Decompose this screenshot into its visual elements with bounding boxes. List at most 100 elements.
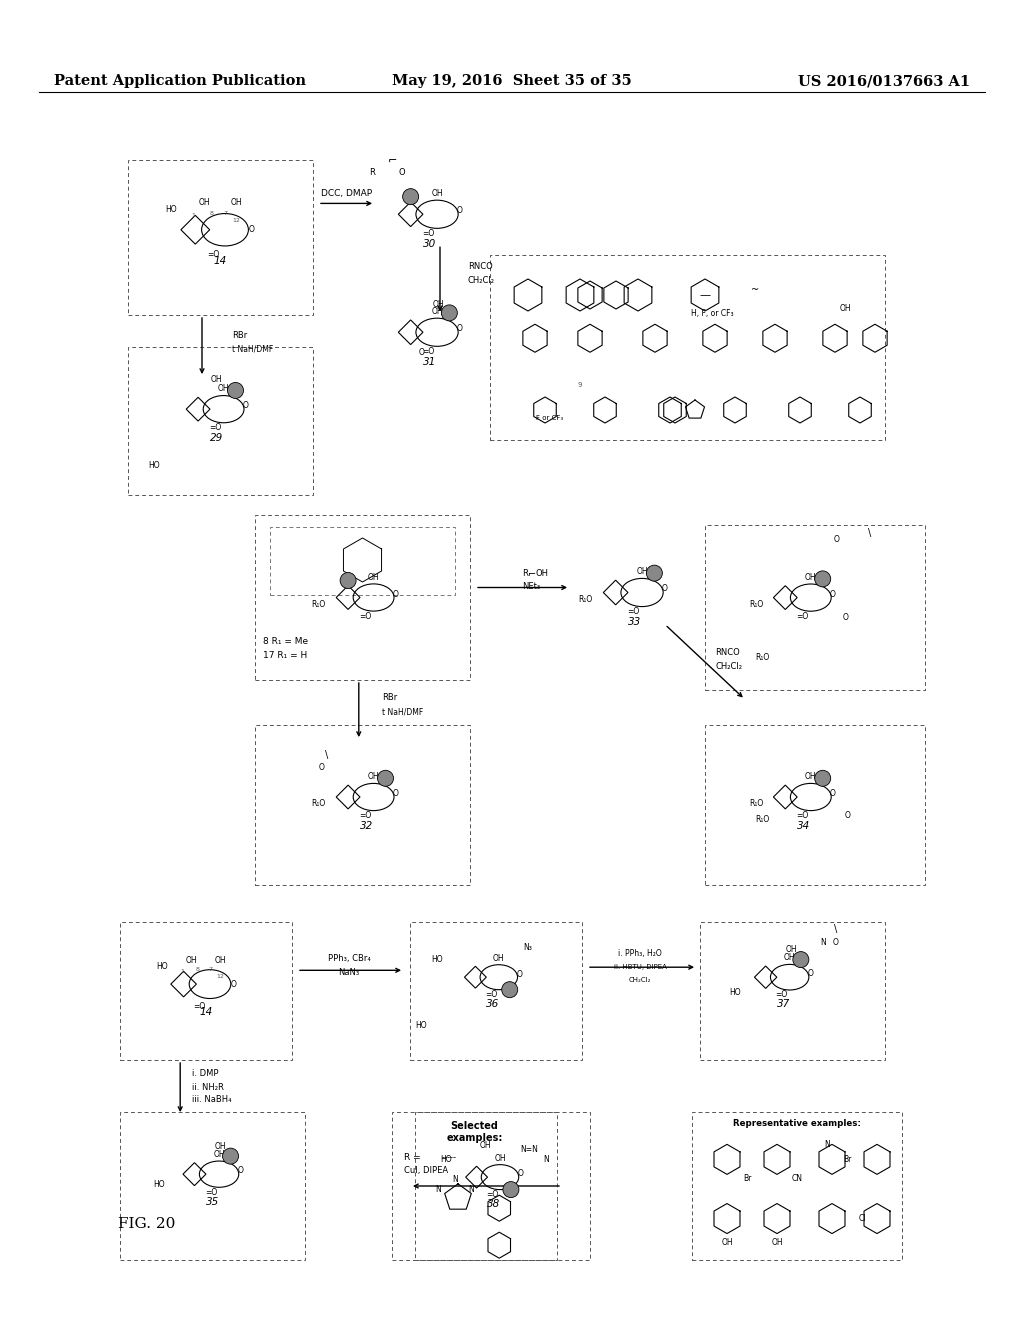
Bar — [120, 1111, 305, 1261]
Text: O: O — [318, 763, 325, 771]
Text: R: R — [227, 1151, 233, 1160]
Bar — [410, 921, 582, 1060]
Text: PPh₃, CBr₄: PPh₃, CBr₄ — [328, 954, 371, 962]
Text: OH: OH — [199, 198, 210, 207]
Text: O: O — [238, 1167, 244, 1175]
Text: Selected: Selected — [451, 1121, 499, 1131]
Text: HO: HO — [440, 1155, 452, 1164]
Text: R: R — [798, 956, 804, 964]
Text: OH: OH — [840, 304, 851, 313]
Text: iii. NaBH₄: iii. NaBH₄ — [193, 1096, 231, 1105]
Text: OH: OH — [805, 573, 816, 582]
Circle shape — [378, 771, 393, 787]
Text: 7: 7 — [208, 968, 212, 973]
Text: 1: 1 — [180, 969, 184, 974]
Text: O: O — [845, 810, 851, 820]
Text: Patent Application Publication: Patent Application Publication — [54, 74, 306, 88]
Text: HO: HO — [431, 954, 442, 964]
Text: Br: Br — [742, 1173, 752, 1183]
Text: R₁O: R₁O — [749, 800, 763, 808]
Text: R: R — [446, 309, 453, 317]
Text: \: \ — [326, 750, 329, 760]
Text: O: O — [517, 1170, 523, 1179]
Text: HO: HO — [156, 962, 168, 972]
Text: 31: 31 — [423, 358, 436, 367]
Circle shape — [222, 1148, 239, 1164]
Text: R₁O: R₁O — [755, 652, 769, 661]
Text: US 2016/0137663 A1: US 2016/0137663 A1 — [798, 74, 970, 88]
Text: R: R — [369, 168, 375, 177]
Text: OH: OH — [213, 1150, 225, 1159]
Bar — [120, 921, 292, 1060]
Text: O: O — [830, 789, 836, 799]
Text: 32: 32 — [360, 821, 374, 830]
Circle shape — [815, 771, 830, 787]
Text: OH: OH — [783, 953, 796, 962]
Text: R =: R = — [404, 1154, 421, 1163]
Text: R: R — [820, 574, 825, 583]
Text: O: O — [830, 590, 836, 599]
Text: FIG. 20: FIG. 20 — [118, 1217, 175, 1230]
Text: DCC, DMAP: DCC, DMAP — [321, 189, 372, 198]
Text: CH₂Cl₂: CH₂Cl₂ — [629, 977, 651, 983]
Text: OH: OH — [215, 956, 226, 965]
Text: 9: 9 — [578, 381, 583, 388]
Text: R₁O: R₁O — [755, 814, 769, 824]
Text: OH: OH — [721, 1238, 733, 1246]
Text: O: O — [243, 401, 249, 411]
Text: O: O — [398, 168, 406, 177]
Text: N₃: N₃ — [523, 942, 532, 952]
Bar — [490, 255, 885, 440]
Text: O: O — [249, 226, 255, 234]
Circle shape — [502, 982, 518, 998]
Text: R₁O: R₁O — [579, 595, 593, 605]
Text: R: R — [383, 774, 388, 783]
Text: R: R — [508, 1185, 514, 1195]
Text: N: N — [820, 937, 826, 946]
Text: N: N — [543, 1155, 549, 1164]
Text: 36: 36 — [486, 999, 499, 1008]
Circle shape — [227, 383, 244, 399]
Circle shape — [815, 570, 830, 587]
Text: O: O — [843, 612, 849, 622]
Text: =O: =O — [209, 424, 221, 433]
Text: OH: OH — [805, 772, 816, 781]
Text: —: — — [699, 290, 711, 300]
Text: 17 R₁ = H: 17 R₁ = H — [263, 652, 307, 660]
Text: 1: 1 — [191, 213, 196, 218]
Text: i. DMP: i. DMP — [193, 1069, 219, 1078]
Text: O: O — [808, 969, 813, 978]
Text: 8 R₁ = Me: 8 R₁ = Me — [263, 638, 308, 647]
Text: 37: 37 — [776, 999, 790, 1010]
Text: OH: OH — [185, 956, 198, 965]
Bar — [128, 160, 313, 315]
Text: HO: HO — [153, 1180, 165, 1189]
Bar — [415, 1111, 590, 1261]
Text: R₁O: R₁O — [311, 800, 326, 808]
Text: OH: OH — [432, 300, 443, 309]
Text: t NaH/DMF: t NaH/DMF — [382, 708, 423, 717]
Text: examples:: examples: — [446, 1133, 503, 1143]
Text: CN: CN — [792, 1173, 803, 1183]
Text: 7: 7 — [223, 211, 227, 216]
Text: =O: =O — [775, 990, 787, 999]
Text: O: O — [835, 536, 840, 544]
Text: OH: OH — [493, 954, 505, 964]
Text: =O: =O — [359, 812, 372, 820]
Text: Representative examples:: Representative examples: — [733, 1119, 861, 1129]
Text: 33: 33 — [629, 618, 642, 627]
Text: OH: OH — [480, 1140, 492, 1150]
Text: 14: 14 — [200, 1007, 213, 1018]
Text: R: R — [408, 193, 414, 201]
Text: R: R — [345, 576, 351, 585]
Bar — [128, 347, 313, 495]
Text: =O: =O — [797, 812, 808, 820]
Text: R: R — [651, 569, 657, 578]
Circle shape — [793, 952, 809, 968]
Bar — [255, 515, 470, 680]
Bar — [700, 921, 885, 1060]
Text: 35: 35 — [206, 1197, 219, 1206]
Text: ii. HBTU, DIPEA: ii. HBTU, DIPEA — [613, 964, 667, 970]
Text: N: N — [435, 1185, 441, 1195]
Text: \: \ — [834, 924, 837, 935]
